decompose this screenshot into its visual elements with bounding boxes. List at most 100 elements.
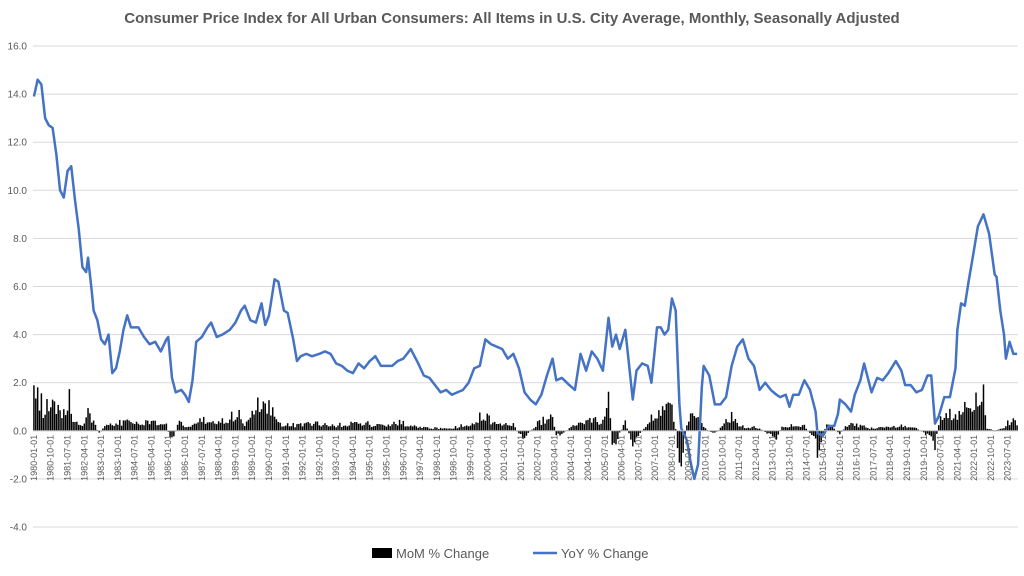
- mom-bar: [495, 423, 498, 431]
- mom-bar: [790, 424, 793, 431]
- mom-bar: [872, 428, 875, 431]
- mom-bar: [857, 427, 860, 431]
- mom-bar: [449, 428, 451, 431]
- x-tick-label: 1987-07-01: [197, 435, 207, 481]
- mom-bar: [229, 419, 231, 431]
- mom-bar: [786, 427, 789, 431]
- mom-bar: [686, 425, 688, 431]
- mom-bar: [604, 416, 606, 431]
- mom-bar: [740, 426, 742, 431]
- mom-bar: [475, 422, 477, 431]
- y-tick-label: 6.0: [13, 282, 27, 293]
- mom-bar: [245, 421, 248, 431]
- mom-bar: [273, 416, 276, 431]
- mom-bar: [730, 412, 733, 431]
- mom-bar: [462, 426, 464, 431]
- mom-bar: [870, 427, 873, 431]
- mom-bar: [768, 430, 770, 434]
- mom-bar: [932, 430, 934, 441]
- mom-bar: [135, 421, 138, 431]
- mom-bar: [178, 420, 181, 431]
- mom-bar: [191, 424, 194, 431]
- x-tick-label: 2010-10-01: [717, 435, 727, 481]
- mom-bar: [680, 430, 683, 467]
- mom-bar: [645, 426, 647, 431]
- mom-bar: [536, 421, 539, 431]
- mom-bar: [411, 426, 414, 431]
- mom-bar: [286, 423, 289, 431]
- mom-bar: [396, 425, 399, 431]
- mom-bar: [424, 427, 427, 431]
- mom-bar: [936, 430, 938, 434]
- mom-bar: [633, 430, 636, 443]
- mom-bar: [544, 423, 546, 431]
- x-tick-label: 2022-01-01: [969, 435, 979, 481]
- mom-bar: [404, 426, 406, 431]
- mom-bar: [464, 426, 466, 431]
- mom-bar: [281, 426, 283, 431]
- x-tick-label: 1985-04-01: [146, 435, 156, 481]
- mom-bar: [195, 423, 197, 431]
- x-tick-label: 2010-01-01: [701, 435, 711, 481]
- x-tick-label: 2021-04-01: [952, 435, 962, 481]
- mom-bar: [671, 404, 673, 431]
- y-tick-label: 14.0: [8, 90, 28, 101]
- mom-bar: [962, 412, 964, 431]
- x-tick-label: 2011-07-01: [734, 435, 744, 480]
- mom-bar: [590, 422, 593, 431]
- mom-bar: [1008, 425, 1011, 431]
- mom-bar: [299, 423, 302, 431]
- mom-bar: [130, 422, 132, 431]
- mom-bar: [303, 423, 306, 431]
- mom-bar: [747, 427, 750, 431]
- mom-bar: [548, 418, 550, 431]
- mom-bar: [488, 415, 490, 431]
- mom-bar: [811, 430, 813, 436]
- mom-bar: [669, 403, 671, 431]
- mom-bar: [958, 410, 960, 431]
- mom-bar: [329, 426, 332, 431]
- x-tick-label: 2013-10-01: [784, 435, 794, 481]
- mom-bar: [150, 420, 153, 431]
- mom-bar: [107, 425, 110, 431]
- mom-bar: [434, 427, 436, 431]
- mom-bar: [982, 384, 985, 431]
- mom-bar: [844, 426, 847, 431]
- mom-bar: [967, 407, 970, 431]
- mom-bar: [359, 423, 362, 431]
- legend[interactable]: MoM % Change YoY % Change: [372, 546, 648, 561]
- mom-bar: [92, 420, 95, 431]
- mom-bar: [305, 422, 308, 431]
- mom-bar: [598, 424, 600, 431]
- mom-bar: [335, 427, 337, 431]
- mom-bar: [637, 430, 640, 436]
- mom-bar: [158, 424, 160, 431]
- mom-bar: [171, 430, 173, 438]
- mom-bar: [55, 414, 58, 431]
- mom-bar: [1006, 420, 1009, 431]
- mom-bar: [682, 430, 684, 453]
- mom-bar: [352, 422, 354, 431]
- x-tick-label: 1983-01-01: [96, 435, 106, 481]
- mom-bar: [915, 427, 918, 431]
- x-tick-label: 2018-04-01: [885, 435, 895, 481]
- mom-bar: [954, 414, 957, 431]
- mom-bar: [906, 427, 908, 431]
- mom-bar: [428, 428, 431, 431]
- mom-bar: [949, 408, 951, 431]
- mom-bar: [436, 427, 438, 431]
- x-tick-label: 2004-01-01: [566, 435, 576, 481]
- mom-bar: [197, 422, 199, 431]
- mom-bar: [385, 426, 388, 431]
- mom-bar: [525, 430, 528, 436]
- x-tick-label: 1995-01-01: [365, 435, 375, 481]
- mom-bar: [924, 430, 927, 436]
- mom-bar: [61, 418, 63, 431]
- mom-bar: [326, 425, 328, 431]
- mom-bar: [792, 426, 794, 431]
- mom-bar: [283, 426, 285, 431]
- mom-bar: [654, 418, 656, 431]
- mom-bar: [318, 425, 321, 431]
- mom-bar: [236, 417, 239, 431]
- mom-bar: [139, 424, 142, 431]
